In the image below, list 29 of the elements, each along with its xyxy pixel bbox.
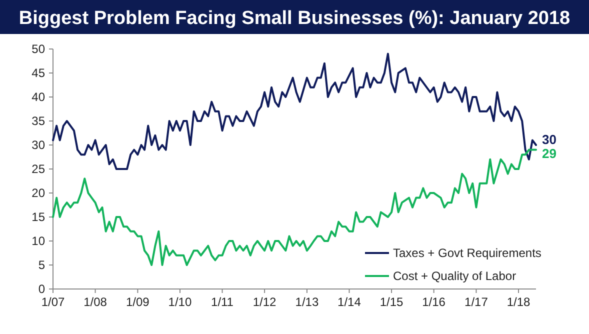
chart-title: Biggest Problem Facing Small Businesses (%): January 2018 (18, 8, 570, 29)
y-tick-label: 10 (32, 234, 46, 248)
y-tick-label: 45 (32, 66, 46, 80)
annotation: 29 (542, 146, 556, 161)
x-tick-label: 1/18 (506, 295, 531, 309)
x-tick-label: 1/07 (41, 295, 65, 309)
y-tick-label: 35 (32, 114, 46, 128)
x-tick-label: 1/11 (211, 295, 234, 309)
y-tick-label: 0 (38, 282, 46, 296)
x-tick-label: 1/14 (338, 295, 362, 309)
y-tick-label: 5 (38, 258, 46, 272)
x-tick-label: 1/10 (168, 295, 192, 309)
x-tick-label: 1/15 (380, 295, 404, 309)
legend-label: Cost + Quality of Labor (393, 269, 516, 283)
x-tick-label: 1/08 (84, 295, 108, 309)
y-tick-label: 40 (32, 90, 46, 104)
x-tick-label: 1/09 (126, 295, 150, 309)
x-tick-label: 1/13 (295, 295, 319, 309)
line-series (52, 52, 537, 170)
y-tick-label: 15 (32, 210, 46, 224)
y-tick-label: 25 (32, 162, 46, 176)
y-tick-label: 30 (32, 138, 46, 152)
x-tick-label: 1/17 (464, 295, 488, 309)
annotation: 30 (542, 132, 556, 147)
y-tick-label: 20 (32, 186, 46, 200)
x-tick-label: 1/16 (422, 295, 446, 309)
x-tick-label: 1/12 (252, 295, 277, 309)
legend-label: Taxes + Govt Requirements (393, 246, 542, 260)
y-tick-label: 50 (32, 42, 46, 56)
